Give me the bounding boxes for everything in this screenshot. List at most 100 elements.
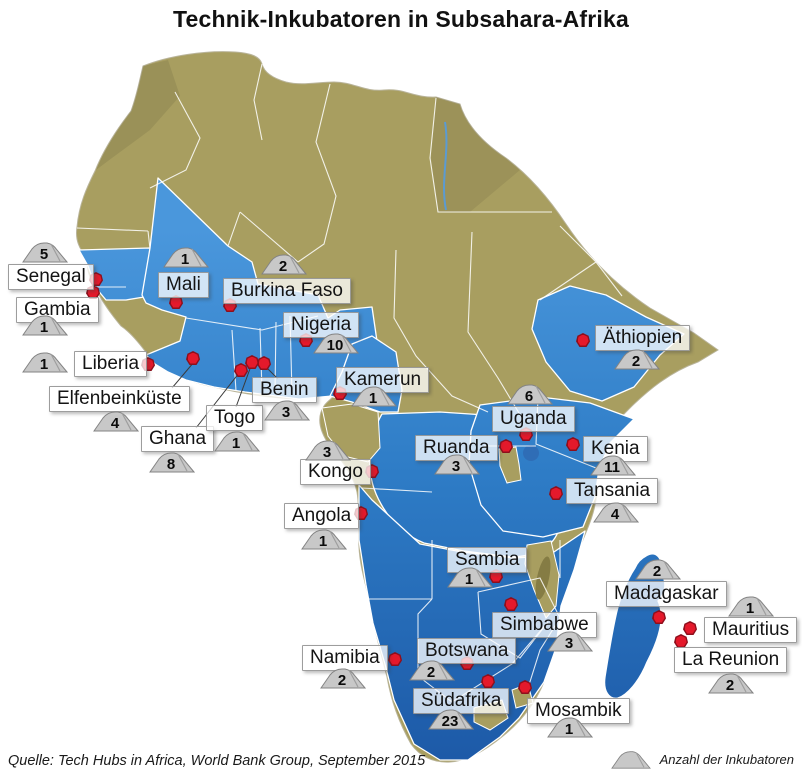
count-badge-mali: 1 [163, 246, 210, 268]
count-badge-value: 2 [338, 672, 346, 689]
hub-marker-core [653, 611, 665, 623]
count-badge-value: 3 [452, 458, 460, 475]
borders-north [76, 63, 623, 419]
hub-marker-core [258, 357, 270, 369]
country-label-la-reunion: La Reunion [674, 647, 788, 673]
count-badge-senegal: 5 [22, 241, 69, 263]
count-badge-ghana: 8 [149, 451, 196, 473]
badge-mound-icon: 5 [22, 242, 69, 263]
country-label-uganda: Uganda [492, 406, 575, 432]
count-badge-value: 6 [525, 388, 533, 405]
count-badge-benin: 3 [264, 399, 311, 421]
hub-marker-core [567, 438, 579, 450]
hub-marker-simbabwe [504, 597, 518, 611]
count-badge-botswana: 2 [409, 659, 456, 681]
hub-marker-core [334, 387, 346, 399]
hub-marker-core [224, 299, 236, 311]
hub-marker-core [90, 273, 102, 285]
page-title: Technik-Inkubatoren in Subsahara-Afrika [173, 6, 629, 32]
count-badge-value: 4 [111, 415, 120, 432]
count-badge-nigeria: 10 [313, 332, 360, 354]
count-badge-value: 1 [746, 600, 754, 617]
source-note: Quelle: Tech Hubs in Africa, World Bank … [8, 753, 426, 769]
hub-marker-core [246, 356, 258, 368]
legend: Anzahl der Inkubatoren [610, 750, 794, 769]
hub-marker-core [675, 635, 687, 647]
badge-mound-icon: 2 [261, 254, 308, 275]
count-badge-value: 1 [465, 571, 473, 588]
country-label-elfenbeink-ste: Elfenbeinküste [49, 386, 190, 412]
hub-marker-s-dafrika [481, 674, 495, 688]
badge-mound-icon: 11 [590, 455, 637, 476]
country-label-mali: Mali [158, 272, 209, 298]
count-badge-value: 23 [442, 713, 459, 730]
shade-northeast [431, 97, 520, 212]
country-label-ghana: Ghana [141, 426, 215, 452]
hub-marker-ghana [234, 363, 248, 377]
count-badge-value: 2 [653, 563, 661, 580]
count-badge-value: 5 [40, 246, 48, 263]
country-label-sambia: Sambia [447, 547, 528, 573]
badge-mound-icon: 1 [163, 247, 210, 268]
hub-marker-core [170, 296, 182, 308]
count-badge-value: 3 [282, 404, 290, 421]
count-badge-value: 1 [40, 356, 48, 373]
count-badge-value: 3 [323, 444, 331, 461]
count-badge-value: 1 [319, 533, 327, 550]
count-badge-gambia: 1 [22, 314, 69, 336]
hub-marker-mali [169, 295, 183, 309]
country-borders [76, 63, 623, 703]
hub-marker-core [389, 653, 401, 665]
hub-marker-togo [245, 355, 259, 369]
count-badge-value: 1 [232, 435, 240, 452]
country-label-angola: Angola [284, 503, 360, 529]
hub-marker-core [187, 352, 199, 364]
legend-label: Anzahl der Inkubatoren [659, 752, 794, 767]
hub-marker-namibia [388, 652, 402, 666]
country-label-namibia: Namibia [302, 645, 388, 671]
badge-mound-icon: 8 [149, 452, 196, 473]
country-label-simbabwe: Simbabwe [492, 612, 597, 638]
badge-mound-icon: 2 [635, 559, 682, 580]
badge-mound-icon: 1 [728, 596, 775, 617]
count-badge-mosambik: 1 [547, 716, 594, 738]
country-label-burkina-faso: Burkina Faso [223, 278, 351, 304]
country-label-togo: Togo [206, 405, 264, 431]
badge-mound-icon: 23 [428, 709, 475, 730]
count-badge-value: 3 [565, 635, 573, 652]
count-badge-mauritius: 1 [728, 595, 775, 617]
count-badge-simbabwe: 3 [547, 630, 594, 652]
count-badge-value: 10 [327, 337, 344, 354]
hub-marker-la-reunion [674, 634, 688, 648]
count-badge-value: 1 [369, 390, 377, 407]
hub-marker-kenia [566, 437, 580, 451]
country-label-botswana: Botswana [417, 638, 517, 664]
badge-mound-icon: 10 [313, 333, 360, 354]
count-badge-kamerun: 1 [351, 385, 398, 407]
count-badge-value: 2 [632, 353, 640, 370]
count-badge-sambia: 1 [447, 566, 494, 588]
count-badge-value: 1 [40, 319, 48, 336]
count-badge-value: 2 [427, 664, 435, 681]
hub-marker-core [87, 286, 99, 298]
count-badge-value: 8 [167, 456, 175, 473]
hub-marker-core [519, 681, 531, 693]
hub-marker-core [235, 364, 247, 376]
hub-marker-mauritius [683, 621, 697, 635]
country-label-gambia: Gambia [16, 297, 99, 323]
count-badge-burkina-faso: 2 [261, 253, 308, 275]
count-badge-la-reunion: 2 [708, 672, 755, 694]
country-label-benin: Benin [252, 377, 317, 403]
country-label-liberia: Liberia [74, 351, 148, 377]
badge-mound-icon: 1 [547, 717, 594, 738]
badge-mound-icon: 3 [264, 400, 311, 421]
count-badge-value: 1 [181, 251, 189, 268]
hub-marker-core [577, 334, 589, 346]
badge-mound-icon: 3 [305, 440, 352, 461]
badge-mound-icon: 1 [447, 567, 494, 588]
hub-marker-mosambik [518, 680, 532, 694]
count-badge-angola: 1 [301, 528, 348, 550]
country-label-madagaskar: Madagaskar [606, 581, 727, 607]
lakes [523, 445, 551, 600]
